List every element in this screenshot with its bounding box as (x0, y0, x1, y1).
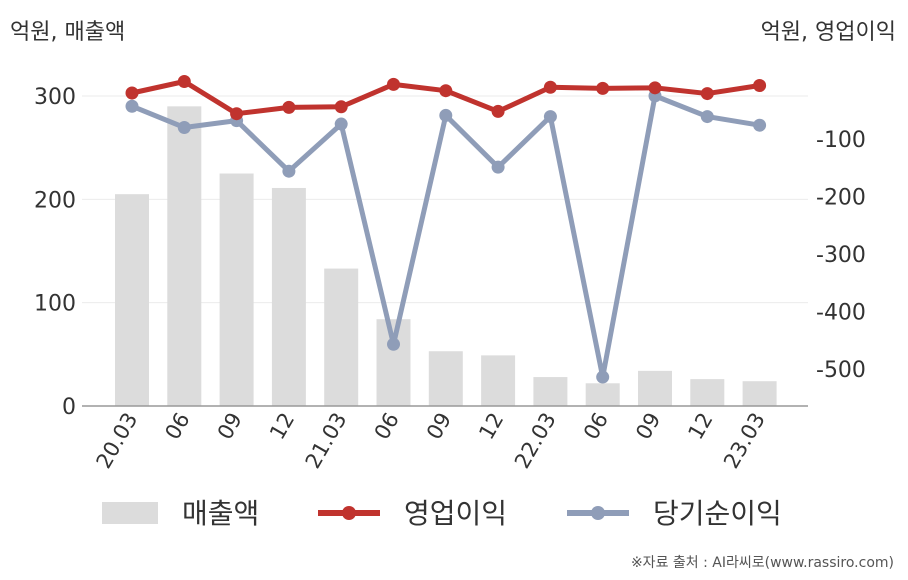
right-tick-label: -100 (816, 128, 866, 153)
series-point (700, 87, 714, 101)
series-point (700, 110, 714, 124)
source-credit: ※자료 출처 : AI라씨로(www.rassiro.com) (630, 555, 894, 571)
series-point (648, 81, 662, 95)
left-axis-unit-label: 억원, 매출액 (10, 20, 126, 45)
legend-item: 당기순이익 (567, 497, 782, 530)
left-tick-label: 100 (34, 292, 76, 317)
legend-label: 매출액 (182, 497, 259, 530)
right-tick-label: -200 (816, 186, 866, 211)
x-tick-label: 09 (631, 409, 665, 444)
x-tick-label: 12 (265, 409, 299, 444)
x-tick-label: 06 (579, 409, 613, 444)
bar (638, 370, 672, 406)
x-tick-label: 06 (160, 409, 194, 444)
legend-label: 영업이익 (404, 497, 507, 530)
series-point (439, 108, 453, 122)
series-point (543, 80, 557, 94)
bar (115, 194, 149, 406)
bar (481, 355, 516, 406)
legend: 매출액 영업이익 당기순이익 (102, 497, 782, 530)
x-axis-ticks: 20.03 06 09 12 21.03 06 09 12 22.03 06 09 12 23.03 (91, 408, 769, 472)
series-point (177, 121, 191, 134)
legend-swatch (102, 502, 158, 524)
x-tick-label: 06 (370, 409, 404, 444)
legend-marker (342, 506, 356, 520)
bar (690, 379, 725, 406)
right-tick-label: -300 (816, 243, 866, 268)
bar (428, 351, 463, 406)
bar (585, 383, 620, 406)
series-point (387, 77, 400, 91)
x-tick-label: 22.03 (510, 409, 561, 473)
legend-item: 매출액 (102, 497, 259, 530)
series-point (596, 81, 610, 95)
series-point (753, 79, 767, 93)
right-tick-label: -400 (816, 301, 866, 326)
x-tick-label: 09 (213, 409, 247, 444)
x-tick-label: 12 (474, 408, 508, 443)
bar-series (115, 106, 777, 406)
bar (376, 319, 411, 406)
bar (533, 377, 568, 406)
x-tick-label: 20.03 (91, 409, 142, 473)
series-point (282, 164, 296, 178)
bar (324, 268, 359, 406)
right-axis-ticks: -100 -200 -300 -400 -500 (816, 128, 866, 383)
bar (219, 173, 254, 406)
series-point (125, 86, 139, 100)
bar (742, 381, 777, 406)
legend-marker (591, 506, 605, 520)
legend-label: 당기순이익 (653, 497, 782, 530)
series-point (439, 84, 453, 98)
series-point (543, 110, 557, 124)
series-point (177, 75, 191, 88)
series-point (491, 104, 505, 118)
left-axis-ticks: 0 100 200 300 (34, 85, 76, 420)
line-series (125, 75, 767, 384)
series-point (334, 117, 348, 131)
series-point (753, 118, 767, 132)
series-point (596, 370, 610, 384)
series-point (282, 100, 296, 114)
right-axis-unit-label: 억원, 영업이익 (760, 20, 896, 45)
series-point (491, 160, 505, 174)
series-point (387, 337, 400, 351)
x-tick-label: 23.03 (719, 409, 770, 473)
left-tick-label: 200 (34, 188, 76, 213)
left-tick-label: 300 (34, 85, 76, 110)
x-tick-label: 09 (422, 409, 456, 444)
right-tick-label: -500 (816, 358, 866, 383)
series-point (230, 107, 244, 121)
left-tick-label: 0 (62, 395, 76, 420)
bar (167, 106, 202, 406)
bar (271, 187, 306, 406)
series-point (125, 99, 139, 113)
legend-item: 영업이익 (318, 497, 507, 530)
series-point (334, 100, 348, 114)
x-tick-label: 21.03 (301, 409, 352, 473)
x-tick-label: 12 (683, 409, 717, 444)
